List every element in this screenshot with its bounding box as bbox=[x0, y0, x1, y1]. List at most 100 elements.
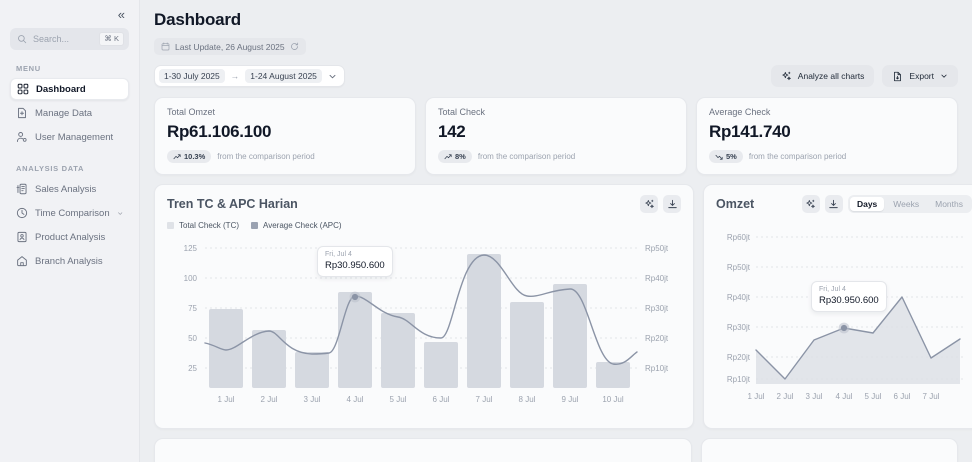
stat-note: from the comparison period bbox=[748, 152, 847, 161]
stat-cards-row: Total Omzet Rp61.106.100 10.3% from the … bbox=[154, 97, 958, 175]
sidebar-item-branch-analysis[interactable]: Branch Analysis bbox=[10, 250, 129, 272]
tooltip-date: Fri, Jul 4 bbox=[325, 251, 352, 258]
tooltip-value: Rp30.950.600 bbox=[325, 260, 385, 271]
svg-text:6 Jul: 6 Jul bbox=[894, 392, 911, 401]
legend-item-apc[interactable]: Average Check (APC) bbox=[251, 221, 342, 230]
refresh-icon[interactable] bbox=[290, 42, 299, 51]
svg-text:Rp30jt: Rp30jt bbox=[727, 323, 751, 332]
last-update-badge: Last Update, 26 August 2025 bbox=[154, 38, 306, 55]
legend-swatch-icon bbox=[167, 222, 174, 229]
date-range-to: 1-24 August 2025 bbox=[245, 69, 322, 83]
download-icon bbox=[829, 199, 839, 208]
sidebar-item-manage-data[interactable]: Manage Data bbox=[10, 102, 129, 124]
trend-up-icon bbox=[444, 153, 452, 159]
tooltip-value: Rp30.950.600 bbox=[819, 295, 879, 306]
sidebar-item-dashboard[interactable]: Dashboard bbox=[10, 78, 129, 100]
chart-card-tren-tc-apc: Tren TC & APC Harian bbox=[154, 184, 694, 429]
search-placeholder: Search... bbox=[33, 34, 70, 44]
search-input[interactable]: Search... ⌘ K bbox=[10, 28, 129, 50]
file-download-icon bbox=[894, 71, 902, 81]
sidebar-item-time-comparison[interactable]: Time Comparison bbox=[10, 202, 129, 224]
y-axis-ticks: Rp60jt Rp50jt Rp40jt Rp30jt Rp20jt Rp10j… bbox=[727, 233, 751, 384]
stat-footer: 8% from the comparison period bbox=[438, 150, 674, 163]
sidebar-item-label: User Management bbox=[35, 131, 114, 143]
download-chart-button[interactable] bbox=[663, 195, 681, 213]
chart-legend: Total Check (TC) Average Check (APC) bbox=[167, 221, 681, 230]
stat-footer: 5% from the comparison period bbox=[709, 150, 945, 163]
analyze-all-charts-button[interactable]: Analyze all charts bbox=[770, 65, 875, 87]
chart-header: Omzet bbox=[716, 195, 972, 213]
stat-label: Total Check bbox=[438, 107, 486, 117]
analyze-chart-button[interactable] bbox=[640, 195, 658, 213]
chevrons-left-icon[interactable]: « bbox=[117, 6, 125, 22]
bottom-card-right bbox=[701, 438, 958, 462]
svg-text:7 Jul: 7 Jul bbox=[476, 395, 493, 404]
svg-text:5 Jul: 5 Jul bbox=[390, 395, 407, 404]
user-gear-icon bbox=[16, 132, 27, 142]
main-content: Dashboard Last Update, 26 August 2025 1-… bbox=[140, 0, 972, 462]
sidebar-item-user-management[interactable]: User Management bbox=[10, 126, 129, 148]
area-series-omzet bbox=[756, 297, 960, 384]
calendar-clock-icon bbox=[161, 42, 170, 51]
granularity-toggle-group: Days Weeks Months bbox=[847, 195, 972, 213]
tab-days[interactable]: Days bbox=[849, 197, 885, 211]
export-label: Export bbox=[909, 71, 934, 81]
date-range-picker[interactable]: 1-30 July 2025 → 1-24 August 2025 bbox=[154, 65, 345, 87]
svg-text:Rp20jt: Rp20jt bbox=[645, 334, 669, 343]
svg-text:Rp60jt: Rp60jt bbox=[727, 233, 751, 242]
sidebar-item-sales-analysis[interactable]: Sales Analysis bbox=[10, 178, 129, 200]
highlight-point[interactable] bbox=[349, 291, 361, 303]
stat-value: Rp141.740 bbox=[709, 122, 791, 141]
svg-text:Rp30jt: Rp30jt bbox=[645, 304, 669, 313]
date-range-from: 1-30 July 2025 bbox=[159, 69, 225, 83]
status-badge: 5% bbox=[709, 150, 743, 163]
file-plus-icon bbox=[18, 107, 26, 119]
sidebar: « Search... ⌘ K MENU Dashboard bbox=[0, 0, 140, 462]
svg-text:10 Jul: 10 Jul bbox=[602, 395, 624, 404]
export-button[interactable]: Export bbox=[882, 65, 958, 87]
sidebar-group-label-analysis: ANALYSIS DATA bbox=[16, 164, 85, 173]
svg-text:100: 100 bbox=[184, 274, 198, 283]
sidebar-item-label: Dashboard bbox=[36, 83, 86, 95]
delta-value: 8% bbox=[455, 152, 466, 161]
highlight-point[interactable] bbox=[838, 322, 850, 334]
trend-up-icon bbox=[173, 153, 181, 159]
delta-value: 5% bbox=[726, 152, 737, 161]
svg-text:2 Jul: 2 Jul bbox=[261, 395, 278, 404]
stat-value: 142 bbox=[438, 122, 466, 141]
sidebar-item-product-analysis[interactable]: Product Analysis bbox=[10, 226, 129, 248]
sidebar-collapse-row: « bbox=[10, 0, 129, 28]
svg-text:9 Jul: 9 Jul bbox=[562, 395, 579, 404]
toolbar-actions: Analyze all charts Export bbox=[770, 65, 958, 87]
svg-text:Rp50jt: Rp50jt bbox=[645, 244, 669, 253]
trend-down-icon bbox=[715, 154, 723, 160]
sidebar-group-label-menu: MENU bbox=[16, 64, 41, 73]
svg-text:25: 25 bbox=[188, 364, 197, 373]
svg-text:125: 125 bbox=[184, 244, 198, 253]
bottom-card-left bbox=[154, 438, 692, 462]
tren-tc-apc-svg: 125 100 75 50 25 Rp50jt Rp40jt Rp30jt Rp… bbox=[184, 244, 669, 404]
svg-text:8 Jul: 8 Jul bbox=[519, 395, 536, 404]
analyze-chart-button[interactable] bbox=[801, 195, 820, 213]
chart-plot-area-right: Rp60jt Rp50jt Rp40jt Rp30jt Rp20jt Rp10j… bbox=[716, 227, 972, 407]
stat-note: from the comparison period bbox=[477, 152, 576, 161]
svg-text:7 Jul: 7 Jul bbox=[923, 392, 940, 401]
sidebar-item-label: Time Comparison bbox=[35, 207, 110, 219]
stat-note: from the comparison period bbox=[217, 152, 315, 161]
charts-row: Tren TC & APC Harian bbox=[154, 184, 972, 429]
tab-weeks[interactable]: Weeks bbox=[893, 199, 920, 209]
svg-text:Rp10jt: Rp10jt bbox=[727, 375, 751, 384]
analyze-all-charts-label: Analyze all charts bbox=[797, 71, 865, 81]
bar-series-total-check bbox=[209, 254, 630, 388]
line-series-apc bbox=[204, 254, 638, 365]
chart-card-omzet: Omzet bbox=[703, 184, 972, 429]
tooltip-date: Fri, Jul 4 bbox=[819, 286, 846, 293]
sales-chart-icon bbox=[16, 183, 27, 195]
svg-text:1 Jul: 1 Jul bbox=[748, 392, 765, 401]
download-chart-button[interactable] bbox=[824, 195, 843, 213]
chevron-down-icon[interactable] bbox=[117, 209, 123, 218]
legend-item-tc[interactable]: Total Check (TC) bbox=[167, 221, 239, 230]
svg-text:Rp20jt: Rp20jt bbox=[727, 353, 751, 362]
svg-text:3 Jul: 3 Jul bbox=[304, 395, 321, 404]
tab-months[interactable]: Months bbox=[935, 199, 963, 209]
